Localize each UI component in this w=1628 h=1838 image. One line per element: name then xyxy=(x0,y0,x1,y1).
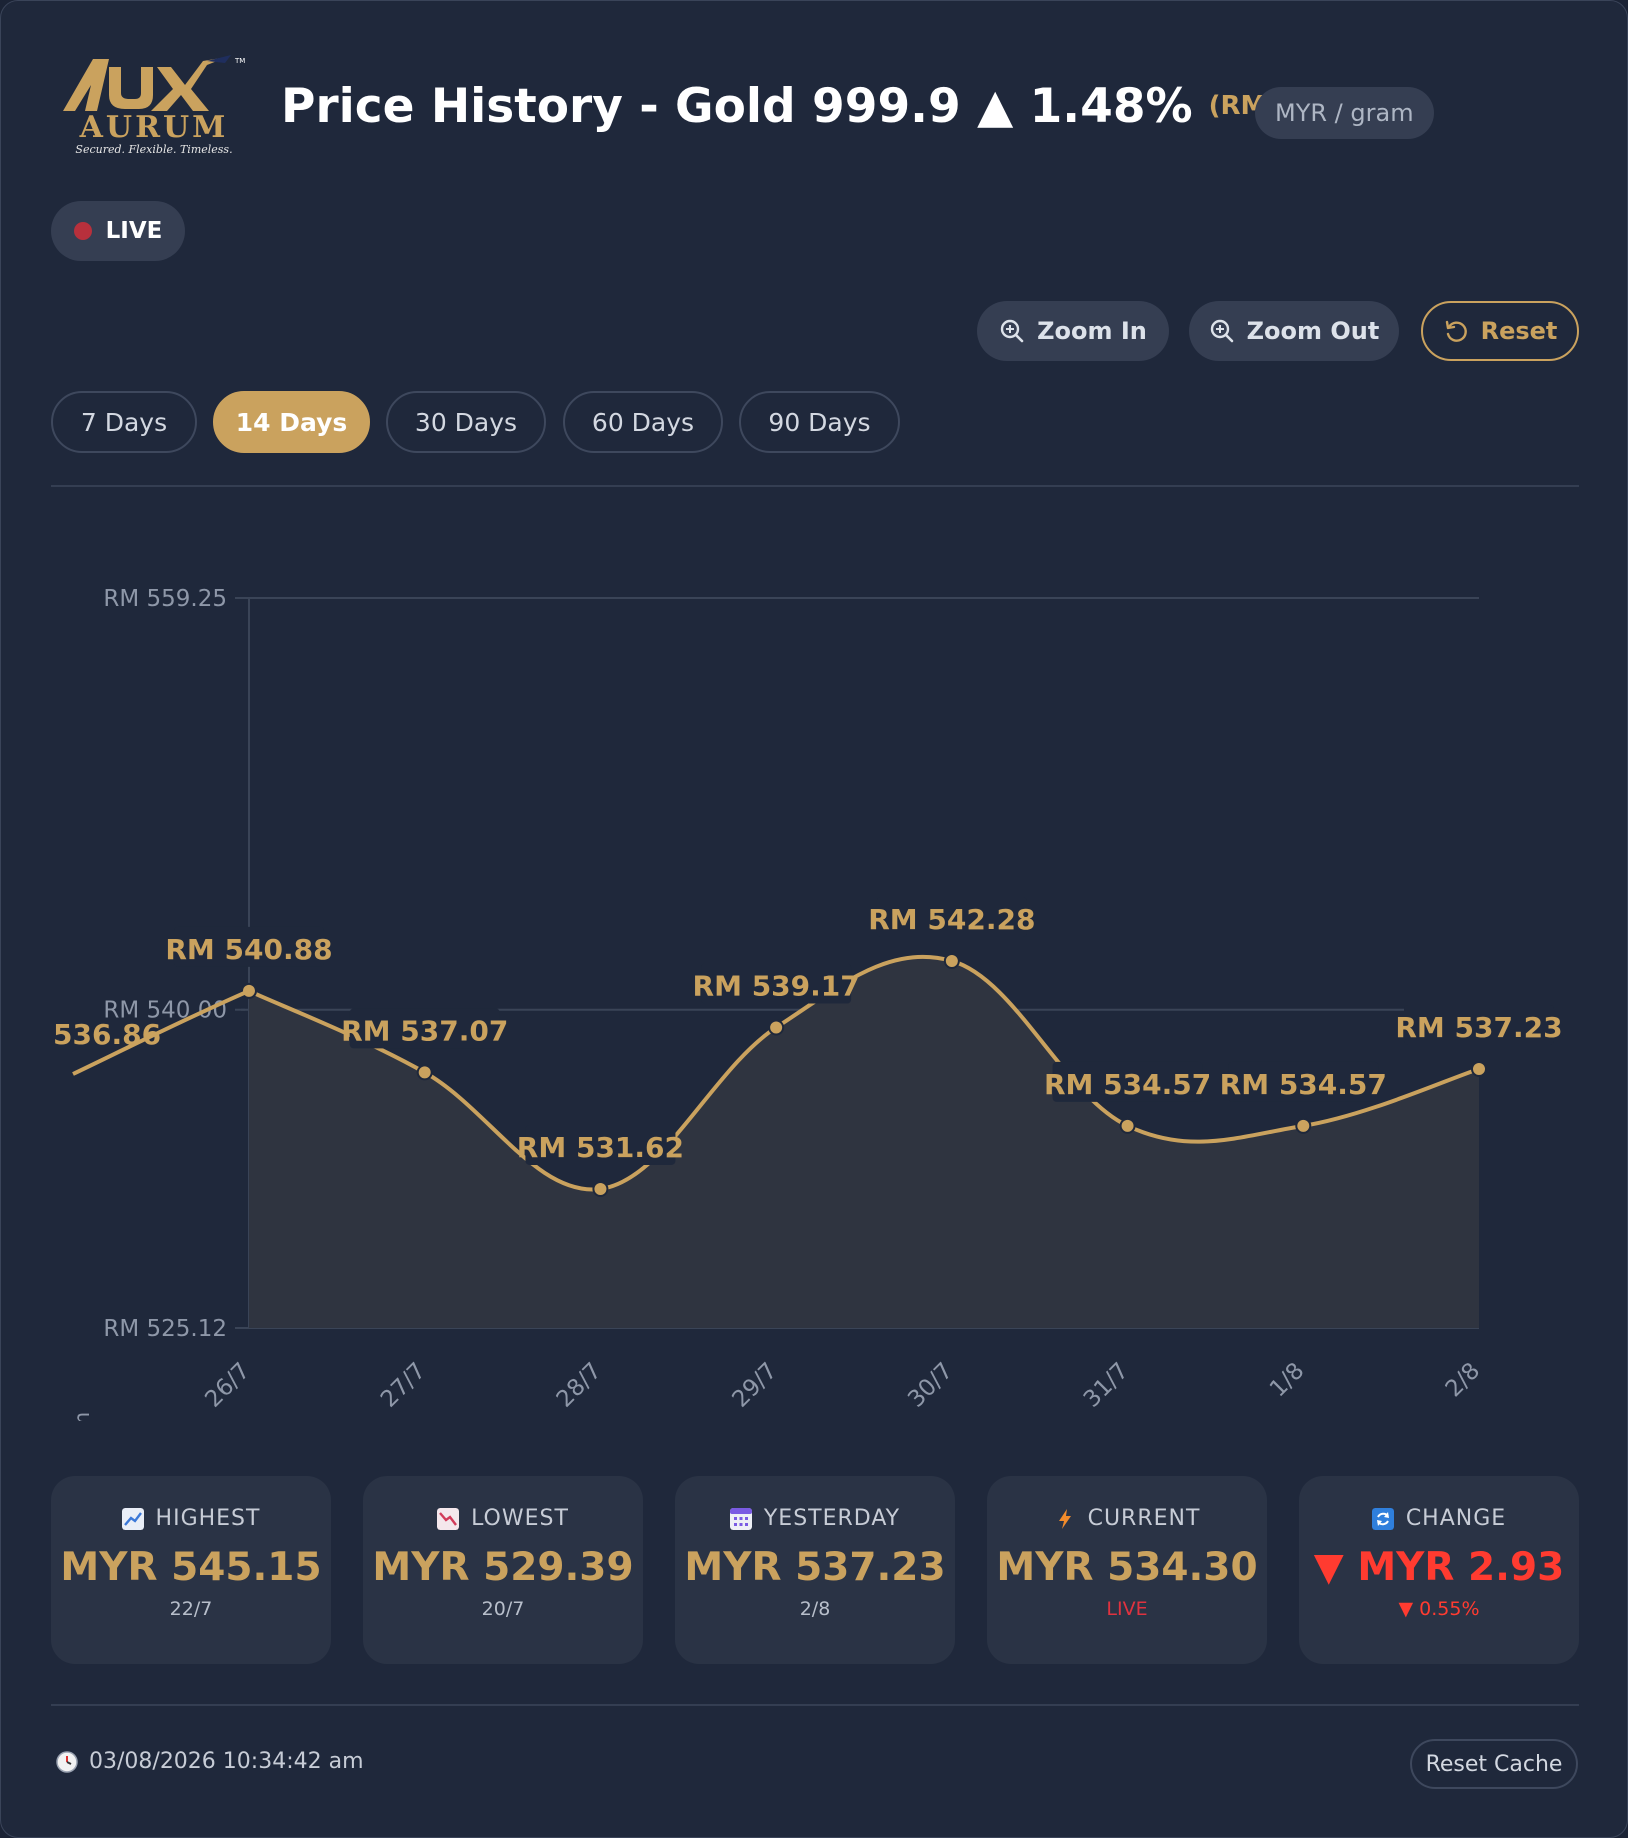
chart-points xyxy=(241,952,1487,1197)
chart-point xyxy=(416,1064,433,1081)
chart-point xyxy=(943,952,960,969)
data-label: RM 539.17 xyxy=(693,969,860,1002)
footer-divider xyxy=(51,1704,1579,1706)
chart-point xyxy=(1471,1060,1487,1077)
reset-cache-button[interactable]: Reset Cache xyxy=(1410,1739,1578,1789)
reset-label: Reset xyxy=(1480,317,1558,345)
stat-highest-date: 22/7 xyxy=(169,1598,213,1620)
divider xyxy=(51,485,1579,487)
data-label: RM 531.62 xyxy=(517,1131,684,1164)
data-label: RM 537.23 xyxy=(1395,1011,1562,1044)
svg-text:Secured. Flexible. Timeless.: Secured. Flexible. Timeless. xyxy=(75,143,232,156)
chart-line xyxy=(247,954,1481,1192)
chart-point xyxy=(592,1180,609,1197)
stat-change-value: ▼ MYR 2.93 xyxy=(1313,1545,1565,1590)
x-tick-label: 2/8 xyxy=(1441,1358,1486,1403)
unit-badge: MYR / gram xyxy=(1255,87,1434,139)
zoom-out-button[interactable]: Zoom Out xyxy=(1189,301,1399,361)
aux-aurum-logo: TM AURUM Secured. Flexible. Timeless. xyxy=(63,55,245,156)
lightning-icon xyxy=(1058,1508,1071,1529)
data-label: RM 540.88 xyxy=(165,933,332,966)
refresh-icon xyxy=(1371,1507,1394,1530)
x-tick-label: 27/7 xyxy=(376,1358,431,1413)
tab-90-days[interactable]: 90 Days xyxy=(739,391,900,453)
x-tick-label: 28/7 xyxy=(552,1358,607,1413)
stat-change-percent: ▼ 0.55% xyxy=(1398,1598,1480,1620)
clock-icon xyxy=(56,1750,78,1773)
last-updated: 03/08/2026 10:34:42 am xyxy=(55,1749,364,1774)
zoom-in-icon xyxy=(1000,319,1024,343)
stat-yesterday-date: 2/8 xyxy=(799,1598,831,1620)
tab-60-days[interactable]: 60 Days xyxy=(563,391,723,453)
chart-line-partial xyxy=(72,989,250,1076)
stat-change: CHANGE ▼ MYR 2.93 ▼ 0.55% xyxy=(1299,1476,1579,1664)
chart-x-ticks: 26/7 27/7 28/7 29/7 30/7 31/7 1/8 2/8 xyxy=(200,1358,1485,1413)
zoom-out-icon xyxy=(1210,319,1233,343)
chart-down-icon xyxy=(437,1507,460,1530)
data-label-bg xyxy=(876,896,1027,937)
data-label: RM 537.07 xyxy=(341,1014,508,1047)
stat-current-live: LIVE xyxy=(1106,1598,1148,1620)
live-label: LIVE xyxy=(105,218,163,244)
x-tick-label: 1/8 xyxy=(1265,1358,1310,1403)
stat-yesterday: YESTERDAY MYR 537.23 2/8 xyxy=(675,1476,955,1664)
svg-text:AURUM: AURUM xyxy=(79,110,229,145)
chart-area-fill xyxy=(249,956,1479,1328)
y-tick-label: RM 559.25 xyxy=(103,586,227,612)
y-tick-label: RM 525.12 xyxy=(103,1316,227,1342)
stat-yesterday-value: MYR 537.23 xyxy=(684,1545,946,1590)
data-label-partial: 536.86 xyxy=(53,1018,161,1051)
stat-current: CURRENT MYR 534.30 LIVE xyxy=(987,1476,1267,1664)
stat-highest-value: MYR 545.15 xyxy=(60,1545,322,1590)
live-indicator: LIVE xyxy=(51,201,185,261)
data-label-bg xyxy=(1052,1061,1203,1102)
svg-text:TM: TM xyxy=(234,57,245,65)
chart-point xyxy=(1119,1117,1136,1134)
data-label: RM 534.57 xyxy=(1044,1068,1211,1101)
data-label-bg xyxy=(174,926,324,967)
x-tick-label: 31/7 xyxy=(1079,1358,1134,1413)
zoom-in-label: Zoom In xyxy=(1037,317,1147,345)
data-label: RM 534.57 xyxy=(1220,1068,1387,1101)
x-tick-label: 29/7 xyxy=(727,1358,782,1413)
reset-icon xyxy=(1445,320,1467,342)
data-label-bg xyxy=(1228,1061,1379,1102)
tab-30-days[interactable]: 30 Days xyxy=(386,391,546,453)
data-label-bg xyxy=(525,1124,676,1165)
chart-point xyxy=(768,1019,785,1036)
data-label-bg xyxy=(349,1008,500,1049)
zoom-out-label: Zoom Out xyxy=(1246,317,1380,345)
reset-button[interactable]: Reset xyxy=(1421,301,1579,361)
stat-lowest-value: MYR 529.39 xyxy=(372,1545,634,1590)
x-tick-label: 26/7 xyxy=(200,1358,255,1413)
chart-up-icon xyxy=(121,1507,144,1530)
data-label: RM 542.28 xyxy=(868,903,1035,936)
chart-point xyxy=(1295,1117,1312,1134)
stat-highest: HIGHEST MYR 545.15 22/7 xyxy=(51,1476,331,1664)
calendar-icon xyxy=(729,1507,752,1530)
zoom-in-button[interactable]: Zoom In xyxy=(977,301,1169,361)
tab-7-days[interactable]: 7 Days xyxy=(51,391,197,453)
page-title: Price History - Gold 999.9 ▲ 1.48% (RM 5… xyxy=(281,71,1388,141)
data-label-bg xyxy=(1404,1004,1554,1045)
data-label-bg xyxy=(701,963,852,1004)
timestamp: 03/08/2026 10:34:42 am xyxy=(89,1749,364,1774)
stat-lowest: LOWEST MYR 529.39 20/7 xyxy=(363,1476,643,1664)
tab-14-days[interactable]: 14 Days xyxy=(213,391,370,453)
live-dot-icon xyxy=(73,222,92,240)
stat-lowest-date: 20/7 xyxy=(481,1598,525,1620)
y-axis-label: MYR / gram xyxy=(70,1412,94,1421)
stat-current-value: MYR 534.30 xyxy=(996,1545,1258,1590)
x-tick-label: 30/7 xyxy=(903,1358,958,1413)
title-main: Price History - Gold 999.9 ▲ 1.48% xyxy=(281,78,1193,134)
